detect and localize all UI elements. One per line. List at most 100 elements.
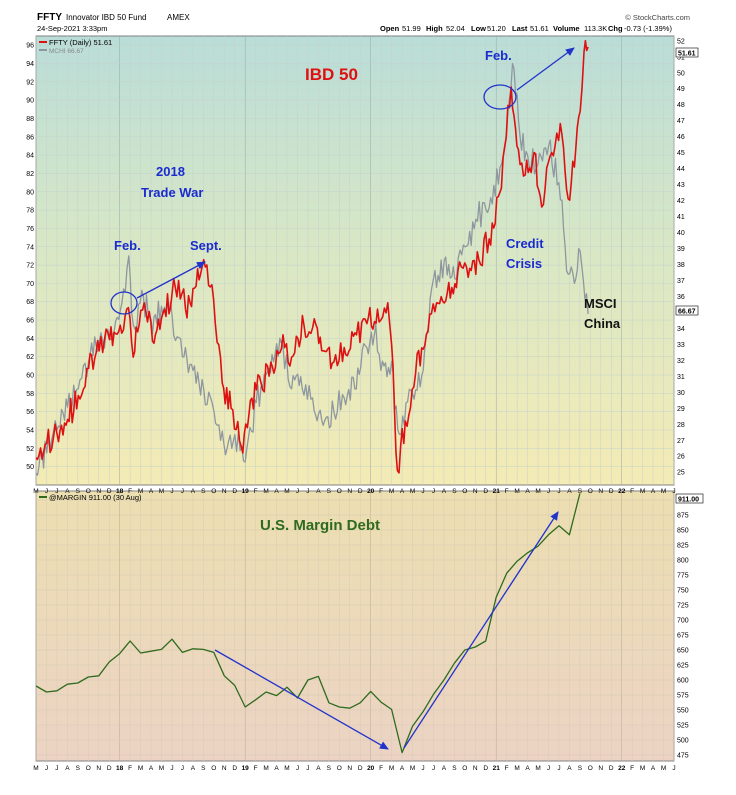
right-y-tick-label: 31 [677,374,685,381]
margin-x-tick-label: J [421,765,424,772]
price-x-tick-label: J [296,488,299,495]
right-y-tick-label: 25 [677,470,685,477]
ffty-line [35,39,589,474]
margin-x-tick-label: F [379,765,383,772]
left-y-tick-label: 82 [26,171,34,178]
margin-x-tick-label: J [181,765,184,772]
price-x-tick-label: J [547,488,550,495]
right-y-tick-label: 29 [677,406,685,413]
right-y-tick-label: 38 [677,262,685,269]
left-y-tick-label: 90 [26,98,34,105]
right-y-tick-label: 32 [677,358,685,365]
price-x-tick-label: S [452,488,457,495]
price-x-tick-label: F [128,488,132,495]
right-y-tick-label: 51 [677,54,685,61]
year-2018-annotation: 2018 [156,164,185,179]
margin-y-tick-label: 600 [677,678,689,685]
right-y-tick-label: 34 [677,326,685,333]
margin-x-tick-label: O [588,765,593,772]
price-x-tick-label: A [316,488,321,495]
margin-x-tick-label: O [211,765,216,772]
right-y-tick-label: 41 [677,214,685,221]
margin-x-tick-label: M [535,765,540,772]
price-x-tick-label: J [181,488,184,495]
price-x-tick-label: A [149,488,154,495]
left-y-tick-label: 80 [26,189,34,196]
price-x-tick-label: A [651,488,656,495]
price-x-tick-label: M [514,488,519,495]
margin-x-tick-label: F [128,765,132,772]
margin-x-tick-label: D [609,765,614,772]
mchi-line [35,62,589,476]
sept-annotation: Sept. [190,238,222,253]
margin-x-tick-label: M [661,765,666,772]
right-y-tick-label: 45 [677,150,685,157]
feb-2021-arrow [516,47,575,91]
price-x-tick-label: D [107,488,112,495]
price-panel [35,35,675,486]
chart-header: FFTY Innovator IBD 50 Fund AMEX 24-Sep-2… [37,12,690,33]
china-annotation: China [584,316,621,331]
margin-legend: @MARGIN 911.00 (30 Aug) [39,493,142,502]
margin-y-tick-label: 825 [677,543,689,550]
margin-axes: 475 500 525 550 575 600 625 650 675 700 725 750 775 8… [677,498,689,760]
margin-x-tick-label: M [514,765,519,772]
right-y-tick-label: 47 [677,118,685,125]
watermark: © StockCharts.com [625,13,690,22]
margin-x-tick-label: F [630,765,634,772]
margin-x-tick-label: M [389,765,394,772]
margin-x-tick-label: 21 [493,765,501,772]
margin-x-tick-label: S [578,765,583,772]
margin-x-tick-label: M [33,765,38,772]
price-x-tick-label: O [86,488,91,495]
left-y-tick-label: 94 [26,61,34,68]
price-x-tick-label: A [191,488,196,495]
feb-2018-annotation: Feb. [114,238,141,253]
right-y-tick-label: 50 [677,70,685,77]
right-y-tick-label: 33 [677,342,685,349]
price-x-tick-label: J [672,488,675,495]
price-x-tick-label: D [609,488,614,495]
margin-x-tick-label: M [263,765,268,772]
price-x-tick-label: J [55,488,58,495]
quote-line: Open 51.99 High 52.04 Low 51.20 Last 51.… [380,24,672,33]
left-y-tick-label: 96 [26,43,34,50]
margin-x-tick-label: A [400,765,405,772]
margin-x-tick-label: A [274,765,279,772]
left-y-tick-label: 50 [26,464,34,471]
price-x-tick-label: N [222,488,227,495]
price-x-tick-label: F [254,488,258,495]
margin-x-tick-label: A [567,765,572,772]
price-grid [35,36,675,485]
x-axis: MMJJJJAASSOONNDD1818FFMMAAMMJJJJAASSOONN… [33,488,675,772]
margin-x-tick-label: O [462,765,467,772]
margin-x-tick-label: 20 [367,765,375,772]
margin-x-tick-label: M [640,765,645,772]
right-y-tick-label: 46 [677,134,685,141]
price-x-tick-label: D [483,488,488,495]
fund-name: Innovator IBD 50 Fund [66,13,147,22]
svg-text:51.61: 51.61 [678,51,696,58]
margin-x-tick-label: A [651,765,656,772]
price-x-tick-label: 19 [242,488,250,495]
left-y-tick-label: 62 [26,354,34,361]
margin-x-tick-label: S [201,765,206,772]
price-x-tick-label: M [263,488,268,495]
margin-y-tick-label: 500 [677,738,689,745]
right-y-tick-label: 28 [677,422,685,429]
margin-x-tick-label: A [191,765,196,772]
price-x-tick-label: F [505,488,509,495]
price-x-tick-label: M [640,488,645,495]
price-x-tick-label: 22 [618,488,626,495]
price-x-tick-label: S [76,488,81,495]
last-label: Last [512,24,528,33]
left-y-tick-label: 70 [26,281,34,288]
price-axes: 50 52 54 56 58 60 62 64 66 68 70 72 74 76 78 80 82 84 86 88… [26,38,685,476]
margin-y-tick-label: 550 [677,708,689,715]
margin-y-tick-label: 700 [677,618,689,625]
left-y-tick-label: 84 [26,153,34,160]
right-y-tick-label: 43 [677,182,685,189]
open-value: 51.99 [402,24,421,33]
margin-x-tick-label: S [327,765,332,772]
left-y-tick-label: 78 [26,208,34,215]
